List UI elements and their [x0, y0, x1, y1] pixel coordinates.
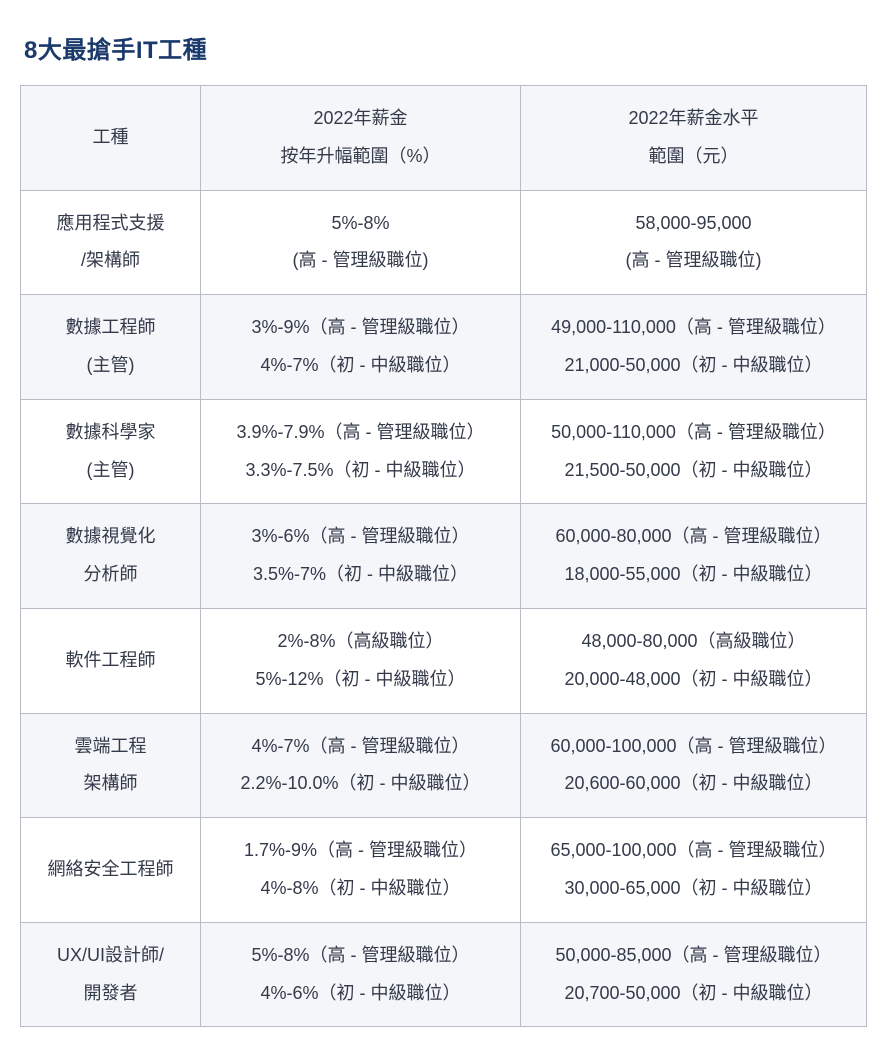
cell-raise: 3.9%-7.9%（高 - 管理級職位）3.3%-7.5%（初 - 中級職位）: [201, 399, 521, 504]
cell-text: 應用程式支援: [29, 205, 192, 243]
cell-text: UX/UI設計師/: [29, 937, 192, 975]
cell-text: 48,000-80,000（高級職位）: [529, 623, 858, 661]
cell-text: 5%-8%: [209, 205, 512, 243]
cell-text: 5%-12%（初 - 中級職位）: [209, 661, 512, 699]
cell-raise: 5%-8%（高 - 管理級職位）4%-6%（初 - 中級職位）: [201, 922, 521, 1027]
cell-text: 50,000-110,000（高 - 管理級職位）: [529, 414, 858, 452]
cell-text: 3.5%-7%（初 - 中級職位）: [209, 556, 512, 594]
table-row: UX/UI設計師/開發者5%-8%（高 - 管理級職位）4%-6%（初 - 中級…: [21, 922, 867, 1027]
page-title: 8大最搶手IT工種: [24, 30, 867, 65]
col-header-job: 工種: [21, 86, 201, 191]
cell-text: 18,000-55,000（初 - 中級職位）: [529, 556, 858, 594]
cell-text: 架構師: [29, 765, 192, 803]
cell-text: 30,000-65,000（初 - 中級職位）: [529, 870, 858, 908]
cell-text: 雲端工程: [29, 728, 192, 766]
cell-text: 4%-7%（高 - 管理級職位）: [209, 728, 512, 766]
cell-text: 開發者: [29, 975, 192, 1013]
cell-text: 20,700-50,000（初 - 中級職位）: [529, 975, 858, 1013]
cell-salary: 49,000-110,000（高 - 管理級職位）21,000-50,000（初…: [521, 295, 867, 400]
cell-job: 數據視覺化分析師: [21, 504, 201, 609]
cell-text: 20,000-48,000（初 - 中級職位）: [529, 661, 858, 699]
cell-text: 20,600-60,000（初 - 中級職位）: [529, 765, 858, 803]
cell-text: 3.9%-7.9%（高 - 管理級職位）: [209, 414, 512, 452]
cell-text: 65,000-100,000（高 - 管理級職位）: [529, 832, 858, 870]
table-row: 數據科學家(主管)3.9%-7.9%（高 - 管理級職位）3.3%-7.5%（初…: [21, 399, 867, 504]
cell-raise: 2%-8%（高級職位）5%-12%（初 - 中級職位）: [201, 608, 521, 713]
header-text: 按年升幅範圍（%）: [209, 138, 512, 176]
header-text: 工種: [29, 119, 192, 157]
cell-raise: 5%-8%(高 - 管理級職位): [201, 190, 521, 295]
cell-text: 2.2%-10.0%（初 - 中級職位）: [209, 765, 512, 803]
header-text: 範圍（元）: [529, 138, 858, 176]
table-row: 應用程式支援/架構師5%-8%(高 - 管理級職位)58,000-95,000(…: [21, 190, 867, 295]
cell-text: 4%-8%（初 - 中級職位）: [209, 870, 512, 908]
table-row: 網絡安全工程師1.7%-9%（高 - 管理級職位）4%-8%（初 - 中級職位）…: [21, 818, 867, 923]
cell-salary: 60,000-80,000（高 - 管理級職位）18,000-55,000（初 …: [521, 504, 867, 609]
cell-salary: 65,000-100,000（高 - 管理級職位）30,000-65,000（初…: [521, 818, 867, 923]
cell-text: 50,000-85,000（高 - 管理級職位）: [529, 937, 858, 975]
cell-text: 5%-8%（高 - 管理級職位）: [209, 937, 512, 975]
cell-job: 數據科學家(主管): [21, 399, 201, 504]
cell-salary: 50,000-85,000（高 - 管理級職位）20,700-50,000（初 …: [521, 922, 867, 1027]
cell-text: 60,000-80,000（高 - 管理級職位）: [529, 518, 858, 556]
cell-text: 1.7%-9%（高 - 管理級職位）: [209, 832, 512, 870]
cell-text: /架構師: [29, 242, 192, 280]
cell-salary: 48,000-80,000（高級職位）20,000-48,000（初 - 中級職…: [521, 608, 867, 713]
cell-text: 數據視覺化: [29, 518, 192, 556]
cell-text: (高 - 管理級職位): [209, 242, 512, 280]
cell-salary: 58,000-95,000(高 - 管理級職位): [521, 190, 867, 295]
cell-text: 軟件工程師: [29, 642, 192, 680]
cell-job: 網絡安全工程師: [21, 818, 201, 923]
cell-salary: 60,000-100,000（高 - 管理級職位）20,600-60,000（初…: [521, 713, 867, 818]
cell-text: 21,500-50,000（初 - 中級職位）: [529, 452, 858, 490]
cell-raise: 4%-7%（高 - 管理級職位）2.2%-10.0%（初 - 中級職位）: [201, 713, 521, 818]
cell-text: (主管): [29, 452, 192, 490]
cell-text: 3%-9%（高 - 管理級職位）: [209, 309, 512, 347]
cell-text: 網絡安全工程師: [29, 851, 192, 889]
cell-job: 應用程式支援/架構師: [21, 190, 201, 295]
cell-text: 4%-6%（初 - 中級職位）: [209, 975, 512, 1013]
cell-raise: 3%-6%（高 - 管理級職位）3.5%-7%（初 - 中級職位）: [201, 504, 521, 609]
cell-text: (高 - 管理級職位): [529, 242, 858, 280]
cell-job: UX/UI設計師/開發者: [21, 922, 201, 1027]
table-row: 雲端工程架構師4%-7%（高 - 管理級職位）2.2%-10.0%（初 - 中級…: [21, 713, 867, 818]
cell-raise: 3%-9%（高 - 管理級職位）4%-7%（初 - 中級職位）: [201, 295, 521, 400]
table-row: 軟件工程師2%-8%（高級職位）5%-12%（初 - 中級職位）48,000-8…: [21, 608, 867, 713]
cell-text: (主管): [29, 347, 192, 385]
col-header-salary: 2022年薪金水平 範圍（元）: [521, 86, 867, 191]
cell-raise: 1.7%-9%（高 - 管理級職位）4%-8%（初 - 中級職位）: [201, 818, 521, 923]
cell-text: 數據工程師: [29, 309, 192, 347]
cell-job: 雲端工程架構師: [21, 713, 201, 818]
cell-text: 58,000-95,000: [529, 205, 858, 243]
cell-job: 數據工程師(主管): [21, 295, 201, 400]
cell-text: 分析師: [29, 556, 192, 594]
cell-text: 3.3%-7.5%（初 - 中級職位）: [209, 452, 512, 490]
cell-job: 軟件工程師: [21, 608, 201, 713]
cell-text: 60,000-100,000（高 - 管理級職位）: [529, 728, 858, 766]
table-row: 數據工程師(主管)3%-9%（高 - 管理級職位）4%-7%（初 - 中級職位）…: [21, 295, 867, 400]
table-row: 數據視覺化分析師3%-6%（高 - 管理級職位）3.5%-7%（初 - 中級職位…: [21, 504, 867, 609]
cell-text: 數據科學家: [29, 414, 192, 452]
header-text: 2022年薪金水平: [529, 100, 858, 138]
cell-text: 3%-6%（高 - 管理級職位）: [209, 518, 512, 556]
cell-text: 2%-8%（高級職位）: [209, 623, 512, 661]
cell-salary: 50,000-110,000（高 - 管理級職位）21,500-50,000（初…: [521, 399, 867, 504]
col-header-raise: 2022年薪金 按年升幅範圍（%）: [201, 86, 521, 191]
cell-text: 49,000-110,000（高 - 管理級職位）: [529, 309, 858, 347]
header-text: 2022年薪金: [209, 100, 512, 138]
salary-table: 工種 2022年薪金 按年升幅範圍（%） 2022年薪金水平 範圍（元） 應用程…: [20, 85, 867, 1027]
cell-text: 21,000-50,000（初 - 中級職位）: [529, 347, 858, 385]
cell-text: 4%-7%（初 - 中級職位）: [209, 347, 512, 385]
table-header-row: 工種 2022年薪金 按年升幅範圍（%） 2022年薪金水平 範圍（元）: [21, 86, 867, 191]
